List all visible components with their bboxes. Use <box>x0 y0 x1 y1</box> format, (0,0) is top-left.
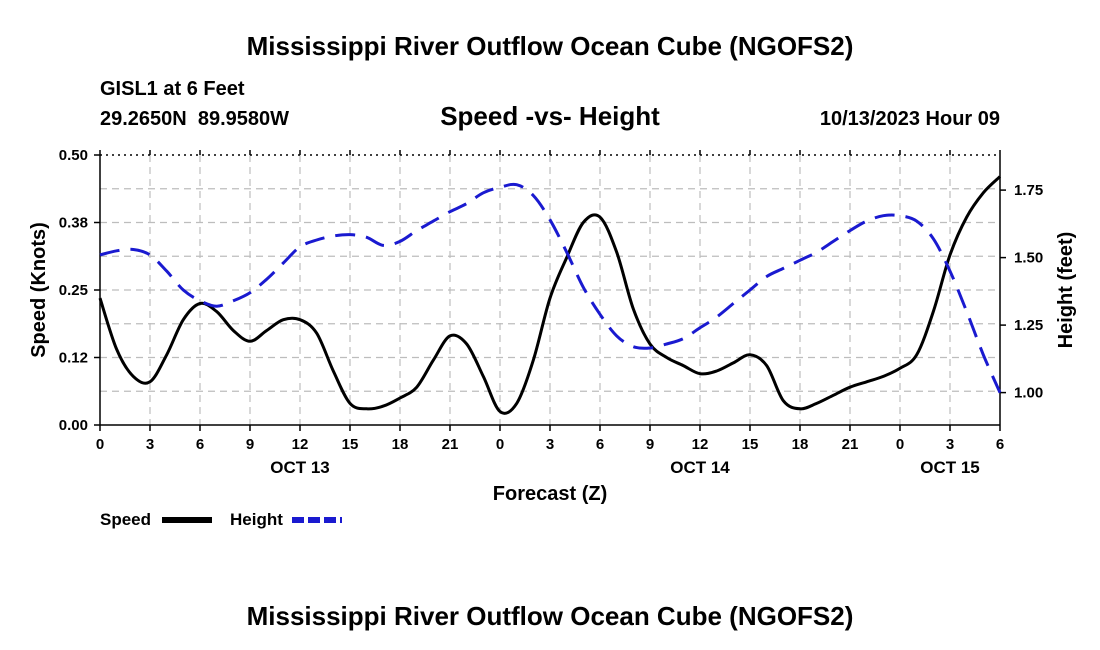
y2-tick-label: 1.50 <box>1014 250 1043 267</box>
x-tick-label: 21 <box>842 436 859 453</box>
chart-title: Speed -vs- Height <box>440 101 660 131</box>
height-series-line <box>99 182 1002 394</box>
y2-tick-label: 1.25 <box>1014 317 1043 334</box>
x-tick-label: 12 <box>692 436 709 453</box>
x-tick-label: 0 <box>896 436 904 453</box>
station-coords: 29.2650N 89.9580W <box>100 108 289 130</box>
page-title-bottom: Mississippi River Outflow Ocean Cube (NG… <box>247 601 854 631</box>
x-tick-label: 18 <box>392 436 409 453</box>
day-labels: OCT 13 OCT 14 OCT 15 <box>270 458 980 477</box>
station-name: GISL1 at 6 Feet <box>100 78 245 100</box>
y2-tick-label: 1.00 <box>1014 385 1043 402</box>
y-tick-label: 0.38 <box>59 215 88 232</box>
day-label: OCT 14 <box>670 458 730 477</box>
y-tick-label: 0.00 <box>59 417 88 434</box>
y-tick-label: 0.50 <box>59 147 88 164</box>
y-axis-ticks: 0.00 0.12 0.25 0.38 0.50 <box>59 147 100 434</box>
x-tick-label: 3 <box>546 436 554 453</box>
x-axis-ticks: 0 3 6 9 12 15 18 21 0 3 6 9 12 15 18 21 0 3 6 <box>96 150 1004 453</box>
x-tick-label: 15 <box>342 436 359 453</box>
page-title: Mississippi River Outflow Ocean Cube (NG… <box>247 31 854 61</box>
x-tick-label: 21 <box>442 436 459 453</box>
legend-speed-label: Speed <box>100 510 151 529</box>
y-tick-label: 0.12 <box>59 350 88 367</box>
x-tick-label: 18 <box>792 436 809 453</box>
y2-axis-ticks: 1.00 1.25 1.50 1.75 <box>1000 182 1043 402</box>
legend-height-label: Height <box>230 510 283 529</box>
x-tick-label: 6 <box>596 436 604 453</box>
timestamp: 10/13/2023 Hour 09 <box>820 108 1000 130</box>
x-tick-label: 0 <box>496 436 504 453</box>
x-tick-label: 9 <box>246 436 254 453</box>
x-tick-label: 3 <box>146 436 154 453</box>
y-axis-title: Speed (Knots) <box>28 222 50 358</box>
speed-series-line <box>98 175 1002 415</box>
y2-tick-label: 1.75 <box>1014 182 1043 199</box>
x-tick-label: 6 <box>196 436 204 453</box>
x-tick-label: 3 <box>946 436 954 453</box>
x-tick-label: 12 <box>292 436 309 453</box>
day-label: OCT 13 <box>270 458 330 477</box>
x-tick-label: 6 <box>996 436 1004 453</box>
series-lines <box>98 175 1002 415</box>
x-tick-label: 15 <box>742 436 759 453</box>
x-axis-title: Forecast (Z) <box>493 483 607 505</box>
x-tick-label: 9 <box>646 436 654 453</box>
x-tick-label: 0 <box>96 436 104 453</box>
legend: Speed Height <box>100 510 342 529</box>
day-label: OCT 15 <box>920 458 980 477</box>
y-tick-label: 0.25 <box>59 282 88 299</box>
y2-axis-title: Height (feet) <box>1055 232 1077 349</box>
grid-lines <box>100 155 1000 425</box>
